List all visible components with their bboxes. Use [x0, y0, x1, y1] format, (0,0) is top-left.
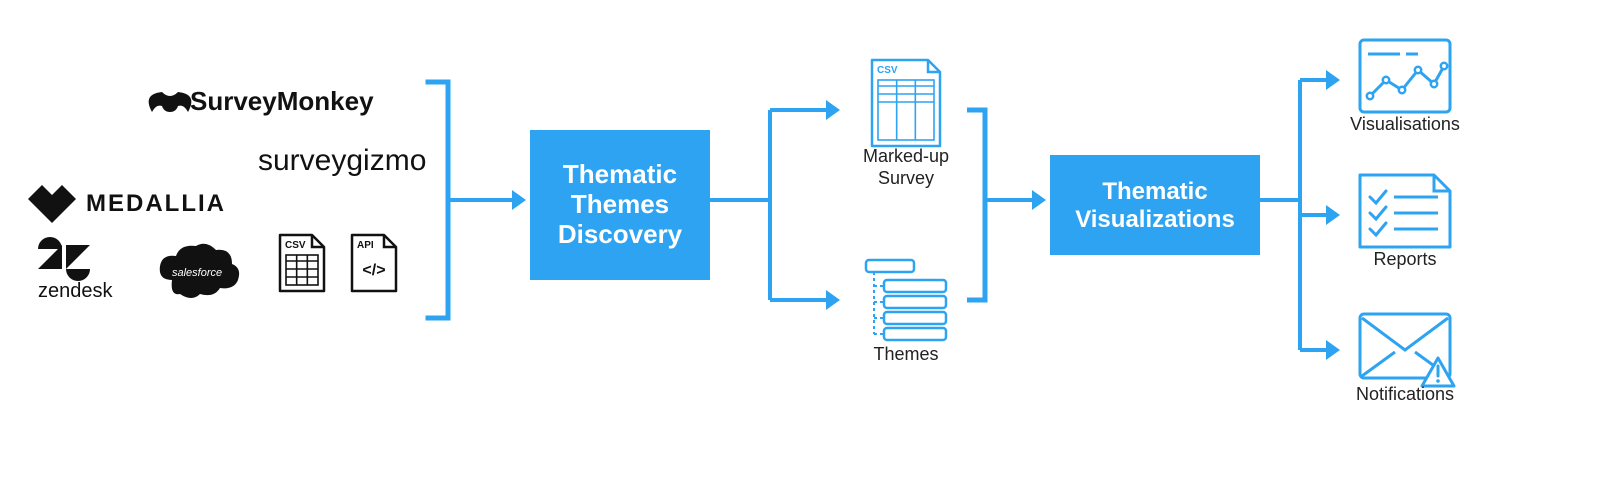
svg-text:</>: </>	[362, 262, 385, 279]
svg-text:CSV: CSV	[285, 240, 306, 251]
mid-label-survey-0: Marked-up	[863, 146, 949, 166]
logo-salesforce: salesforce	[172, 267, 222, 279]
logo-zendesk: zendesk	[38, 280, 113, 302]
sources-csv-icon: CSV	[280, 235, 324, 291]
svg-text:CSV: CSV	[877, 65, 898, 76]
mid-label-survey-1: Survey	[878, 168, 934, 188]
sources-bracket	[428, 82, 448, 318]
themes-tree-icon	[866, 260, 946, 340]
sources-group: SurveyMonkey MEDALLIA surveygizmo zendesk sa…	[28, 86, 426, 302]
mid-item-themes	[866, 260, 946, 340]
output-visualisations: Visualisations	[1350, 40, 1460, 134]
svg-text:API: API	[357, 240, 374, 251]
output-notifications: Notifications	[1356, 314, 1454, 404]
mid-label-themes-0: Themes	[873, 344, 938, 364]
box2-label-0: Thematic	[1102, 178, 1207, 205]
mid-bracket	[967, 110, 985, 300]
logo-surveygizmo: surveygizmo	[258, 144, 426, 177]
box1-label-2: Discovery	[558, 219, 683, 249]
output-label-reports: Reports	[1373, 249, 1436, 269]
box2-label-1: Visualizations	[1075, 206, 1235, 233]
sources-api-icon: API </>	[352, 235, 396, 291]
box1-label-1: Themes	[571, 189, 669, 219]
output-label-notifications: Notifications	[1356, 384, 1454, 404]
logo-medallia: MEDALLIA	[86, 190, 226, 217]
csv-grid-icon: CSV	[872, 60, 940, 146]
output-reports: Reports	[1360, 175, 1450, 269]
box1-label-0: Thematic	[563, 159, 677, 189]
mid-item-survey: CSV	[872, 60, 940, 146]
box-visualizations	[1050, 155, 1260, 255]
output-label-visualisations: Visualisations	[1350, 114, 1460, 134]
logo-surveymonkey: SurveyMonkey	[190, 86, 374, 116]
